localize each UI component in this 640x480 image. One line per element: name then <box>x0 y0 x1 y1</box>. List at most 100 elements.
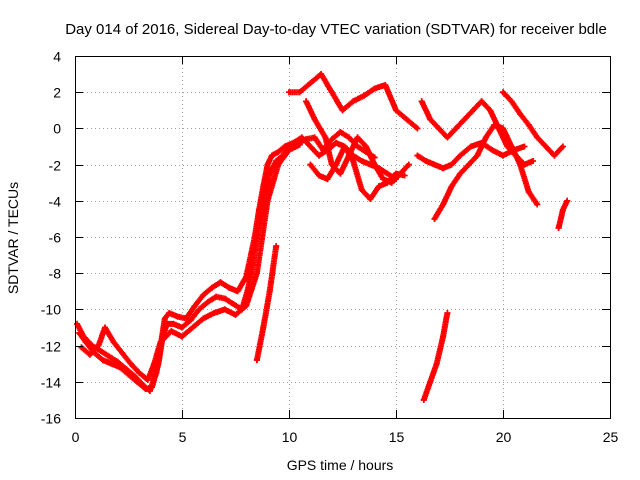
data-point <box>166 310 173 316</box>
data-point <box>358 186 365 193</box>
data-point <box>433 360 440 367</box>
data-point <box>444 310 451 316</box>
series-track-k <box>500 89 566 159</box>
data-point <box>264 161 271 168</box>
data-point <box>149 384 155 391</box>
data-point <box>275 161 282 168</box>
y-tick-label: 0 <box>53 121 61 137</box>
data-point <box>440 165 447 172</box>
data-point <box>296 89 303 96</box>
data-point <box>467 143 474 150</box>
data-point <box>249 261 256 268</box>
data-point <box>534 134 541 141</box>
data-point <box>371 161 378 168</box>
data-point <box>108 360 115 367</box>
data-point <box>350 158 357 164</box>
data-point <box>551 152 558 159</box>
data-point <box>243 302 250 309</box>
data-point <box>189 324 196 331</box>
y-tick-label: -6 <box>49 230 62 246</box>
data-point <box>500 125 506 132</box>
data-point <box>431 215 438 222</box>
data-point <box>157 339 164 345</box>
data-point <box>311 116 318 123</box>
data-point <box>525 188 532 195</box>
data-point <box>318 71 325 78</box>
y-tick-label: -10 <box>41 302 61 318</box>
series-track-g <box>307 143 408 202</box>
data-point <box>401 172 408 179</box>
data-point <box>555 224 562 231</box>
data-point <box>99 357 106 364</box>
y-tick-label: 4 <box>53 49 61 65</box>
data-point <box>311 134 318 141</box>
data-point <box>234 288 241 295</box>
data-point <box>164 320 170 327</box>
data-point <box>322 134 329 141</box>
data-point <box>296 141 303 148</box>
y-tick-label: -16 <box>41 411 61 427</box>
data-point <box>444 134 451 141</box>
x-tick-label: 20 <box>496 429 512 445</box>
data-point <box>431 161 438 168</box>
data-point <box>82 339 89 345</box>
data-point <box>266 170 273 177</box>
data-point <box>474 152 481 159</box>
data-point <box>482 134 489 141</box>
data-point <box>508 98 515 105</box>
data-point <box>487 107 494 114</box>
chart-title: Day 014 of 2016, Sidereal Day-to-day VTE… <box>65 21 607 38</box>
series-track-d <box>253 243 280 364</box>
data-point <box>116 364 123 371</box>
data-point <box>452 125 459 132</box>
data-point <box>307 80 314 87</box>
data-point <box>337 129 344 135</box>
data-point <box>307 143 314 150</box>
data-point <box>226 284 233 291</box>
data-point <box>414 152 421 159</box>
data-point <box>174 313 181 320</box>
data-point <box>328 136 335 143</box>
data-point <box>253 270 260 277</box>
data-point <box>97 348 104 354</box>
data-point <box>268 152 275 159</box>
data-point <box>517 110 524 117</box>
series-track-j <box>431 121 541 222</box>
data-point <box>211 310 218 316</box>
data-point <box>243 273 250 280</box>
data-point <box>170 320 177 327</box>
data-point <box>350 98 357 105</box>
data-point <box>380 176 387 183</box>
data-point <box>196 306 203 313</box>
data-point <box>345 134 352 141</box>
data-point <box>384 170 391 177</box>
data-point <box>200 291 207 298</box>
data-point <box>102 324 108 331</box>
data-point <box>266 288 273 295</box>
data-point <box>328 89 335 96</box>
data-point-markers <box>420 310 451 403</box>
data-point <box>179 333 185 340</box>
data-point-markers <box>555 197 571 231</box>
data-point <box>440 333 447 340</box>
data-point <box>461 116 468 123</box>
data-point <box>286 147 292 154</box>
data-point <box>427 378 434 385</box>
data-point <box>478 98 485 105</box>
data-point <box>358 158 365 164</box>
data-point <box>144 377 151 383</box>
data-point <box>559 143 566 150</box>
data-point <box>465 161 472 168</box>
y-axis-label: SDTVAR / TECUs <box>5 182 21 294</box>
data-point <box>382 82 389 88</box>
data-point <box>316 172 322 179</box>
data-point <box>500 152 506 159</box>
x-tick-label: 15 <box>389 429 405 445</box>
data-point <box>360 92 367 99</box>
data-point <box>303 136 310 143</box>
x-tick-label: 5 <box>179 429 187 445</box>
data-point <box>363 143 369 150</box>
data-point <box>371 85 378 92</box>
data-point <box>230 301 237 307</box>
